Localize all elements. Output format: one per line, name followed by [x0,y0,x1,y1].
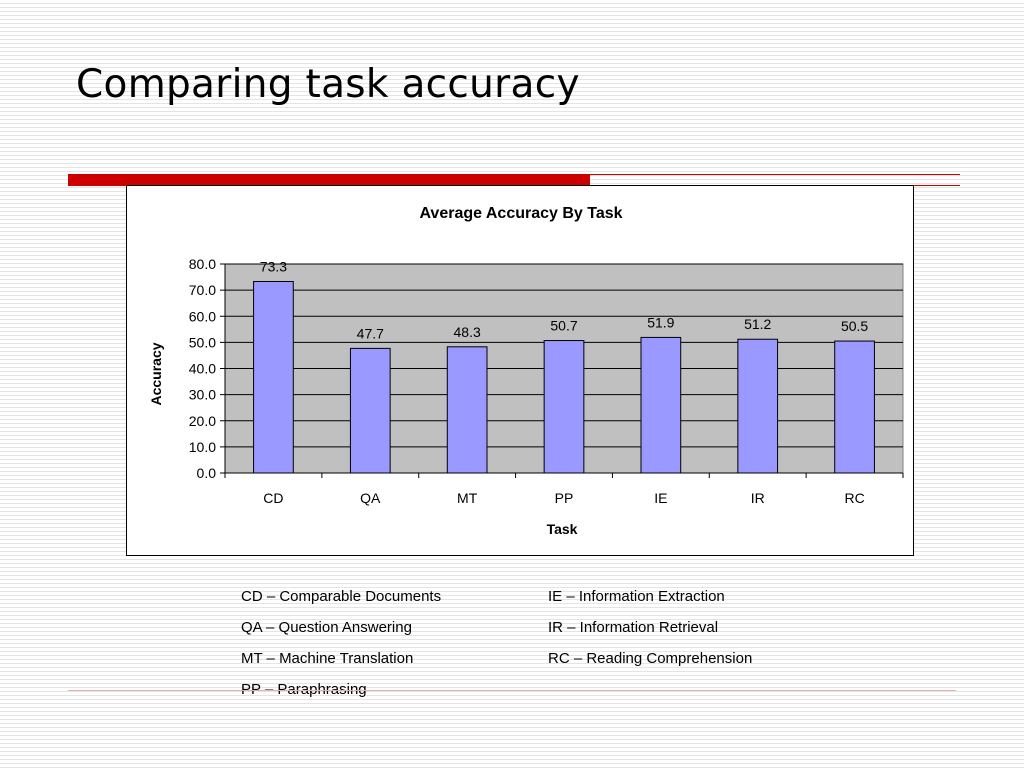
data-label-qa: 47.7 [357,325,384,341]
x-tick-label-pp: PP [555,490,574,506]
y-tick-label: 60.0 [189,308,216,324]
slide-title: Comparing task accuracy [76,62,580,107]
y-tick-label: 10.0 [189,439,216,455]
y-tick-label: 30.0 [189,387,216,403]
footer-rule [68,690,956,691]
chart-title: Average Accuracy By Task [419,205,622,222]
legend-item-qa: QA – Question Answering [241,619,412,636]
legend-item-pp: PP – Paraphrasing [241,681,367,698]
bar-ie [640,336,682,474]
bar-qa [349,347,391,474]
chart-frame: Average Accuracy By Task Accuracy Task 0… [126,185,914,556]
x-axis-label: Task [547,521,578,537]
data-label-ie: 51.9 [647,314,674,330]
accent-rule-thin-top [590,174,960,175]
y-tick-label: 70.0 [189,282,216,298]
y-tick-label: 80.0 [189,256,216,272]
bar-cd [253,281,294,474]
x-tick-label-ir: IR [751,490,765,506]
x-tick-label-cd: CD [263,490,283,506]
legend-item-rc: RC – Reading Comprehension [548,650,753,667]
bar-rc [834,340,875,474]
legend-item-cd: CD – Comparable Documents [241,588,442,605]
y-tick-label: 20.0 [189,413,216,429]
legend-item-ie: IE – Information Extraction [548,588,725,605]
bar-chart: Average Accuracy By Task Accuracy Task 0… [148,205,904,537]
legend-column-right: IE – Information Extraction IR – Informa… [548,587,752,680]
y-tick-label: 40.0 [189,361,216,377]
y-axis-label: Accuracy [148,342,164,405]
x-tick-label-qa: QA [360,490,381,506]
data-label-rc: 50.5 [841,318,868,334]
bar-mt [446,346,488,474]
legend-item-mt: MT – Machine Translation [241,650,414,667]
data-label-mt: 48.3 [454,324,481,340]
y-tick-label: 50.0 [189,334,216,350]
x-tick-label-rc: RC [844,490,864,506]
data-label-ir: 51.2 [744,316,771,332]
y-tick-label: 0.0 [197,465,217,481]
data-label-cd: 73.3 [260,259,287,275]
accent-rule-thick [68,174,590,186]
x-tick-label-mt: MT [457,490,478,506]
legend-column-left: CD – Comparable Documents QA – Question … [241,587,441,711]
data-label-pp: 50.7 [550,318,577,334]
x-tick-label-ie: IE [654,490,667,506]
bar-ir [737,338,779,474]
bar-pp [543,340,585,474]
legend-item-ir: IR – Information Retrieval [548,619,719,636]
